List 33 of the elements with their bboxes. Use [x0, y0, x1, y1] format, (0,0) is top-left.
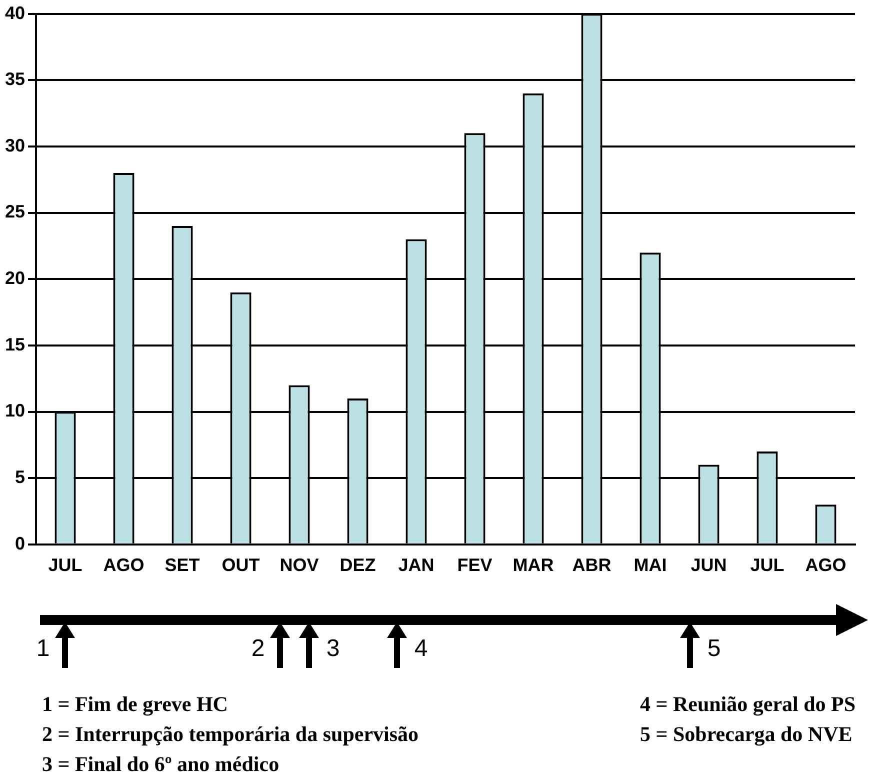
text: 1 = Fim de greve HC: [42, 691, 228, 718]
x-tick-label: JUN: [690, 555, 727, 576]
x-tick-label: JUL: [48, 555, 82, 576]
x-tick-label: AGO: [103, 555, 144, 576]
x-tick-label: SET: [164, 555, 200, 576]
y-tick-label: 5: [15, 467, 26, 488]
x-tick-label: JAN: [398, 555, 434, 576]
text: 4 = Reunião geral do PS: [640, 691, 856, 718]
y-tick-label: 30: [4, 135, 26, 156]
x-tick-label: AGO: [805, 555, 846, 576]
text: 2 = Interrupção temporária da supervisão: [42, 721, 419, 748]
x-tick-label: NOV: [280, 555, 319, 576]
y-tick-label: 35: [4, 69, 26, 90]
text: 4: [413, 634, 429, 664]
y-tick-label: 15: [4, 334, 26, 354]
text: 3: [325, 634, 341, 664]
y-tick-label: 10: [4, 400, 26, 421]
text: 2: [250, 634, 266, 664]
x-tick-label: MAR: [512, 555, 554, 576]
y-tick-label: 40: [4, 2, 26, 23]
x-tick-label: ABR: [572, 555, 612, 576]
text: 3 = Final do 6º ano médico: [42, 751, 280, 774]
y-tick-label: 25: [4, 202, 26, 222]
x-tick-label: DEZ: [340, 555, 376, 576]
x-tick-label: JUL: [750, 555, 784, 576]
text: 5: [706, 634, 722, 664]
x-tick-label: MAI: [634, 555, 667, 576]
text: 1: [35, 634, 51, 664]
y-tick-label: 0: [15, 533, 26, 554]
x-tick-label: OUT: [222, 555, 260, 576]
x-tick-label: FEV: [457, 555, 492, 576]
text: 5 = Sobrecarga do NVE: [640, 721, 852, 748]
y-tick-label: 20: [4, 268, 26, 288]
